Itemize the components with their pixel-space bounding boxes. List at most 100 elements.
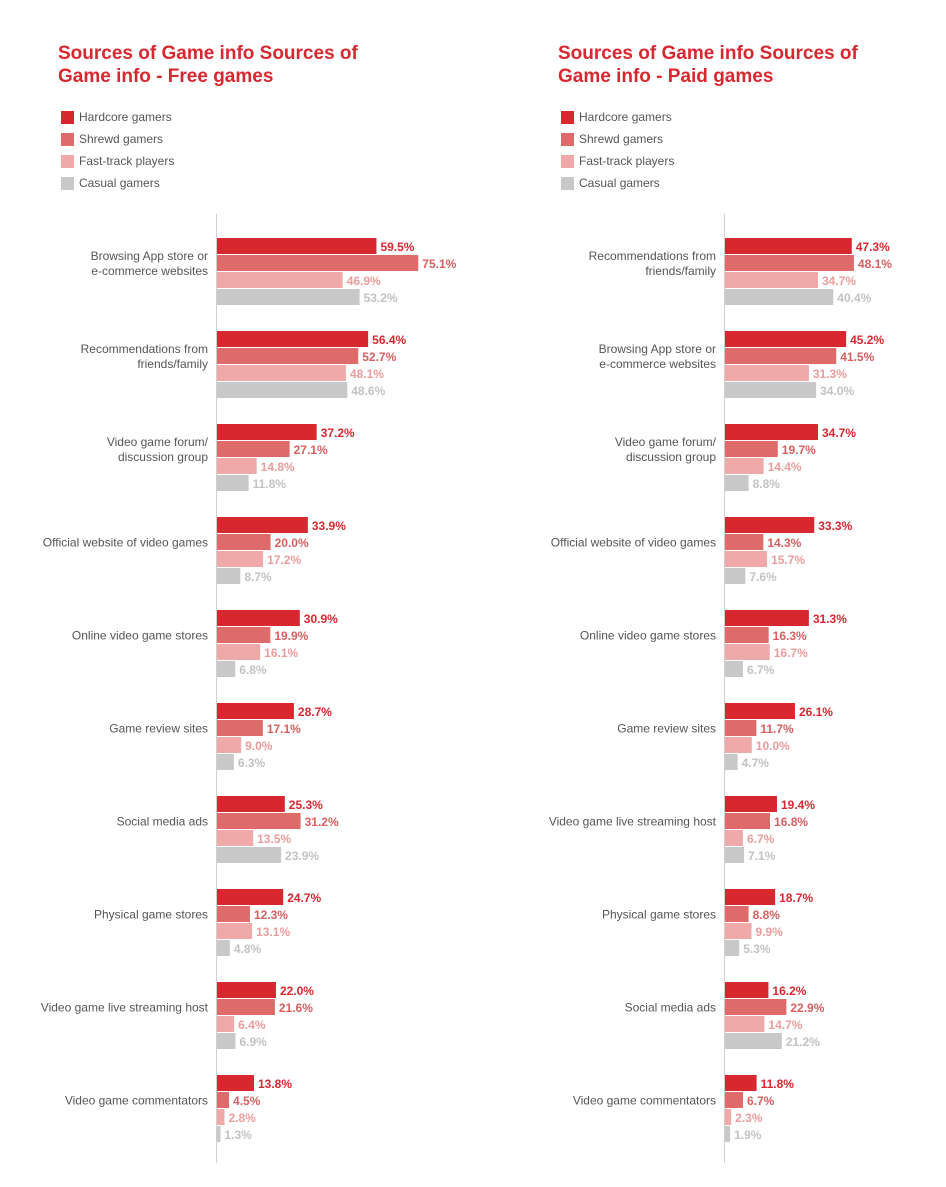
legend-label: Fast-track players	[579, 154, 675, 168]
bar	[217, 796, 285, 812]
data-label: 2.3%	[735, 1111, 763, 1125]
legend-item-hardcore-gamers: Hardcore gamers	[61, 106, 174, 128]
legend-item-fast-track-players: Fast-track players	[61, 150, 174, 172]
bar	[725, 813, 771, 829]
category-label: Social media ads	[625, 1001, 716, 1015]
chart-legend: Hardcore gamers Shrewd gamers Fast-track…	[561, 106, 674, 194]
bar	[725, 644, 770, 660]
chart-title-line-1: Sources of Game info Sources of	[58, 43, 358, 64]
bar	[217, 923, 253, 939]
bar	[725, 441, 778, 457]
bar	[725, 238, 852, 254]
data-label: 48.1%	[858, 257, 892, 271]
category-label: Physical game stores	[94, 908, 208, 922]
bar	[217, 382, 348, 398]
data-label: 41.5%	[840, 350, 874, 364]
data-label: 10.0%	[756, 739, 790, 753]
bar	[217, 534, 271, 550]
bar	[725, 703, 795, 719]
chart-legend: Hardcore gamers Shrewd gamers Fast-track…	[61, 106, 174, 194]
bar	[725, 796, 777, 812]
bar	[725, 365, 809, 381]
bar	[725, 847, 745, 863]
legend-swatch	[561, 176, 574, 190]
category-label: Recommendations from	[589, 249, 716, 263]
data-label: 48.6%	[351, 384, 385, 398]
data-label: 16.3%	[773, 629, 807, 643]
bar	[725, 1016, 765, 1032]
bar	[217, 458, 257, 474]
chart-title: Sources of Game info Sources of Game inf…	[58, 42, 418, 88]
category-label: Social media ads	[117, 815, 208, 829]
data-label: 11.8%	[253, 477, 287, 491]
data-label: 59.5%	[380, 240, 414, 254]
category-label: friends/family	[137, 357, 208, 371]
data-label: 7.1%	[748, 849, 776, 863]
data-label: 7.6%	[749, 570, 777, 584]
category-label: Browsing App store or	[599, 342, 716, 356]
data-label: 13.8%	[258, 1077, 292, 1091]
category-label: Game review sites	[109, 722, 208, 736]
bar	[725, 551, 768, 567]
legend-item-casual-gamers: Casual gamers	[561, 172, 674, 194]
data-label: 52.7%	[362, 350, 396, 364]
bar	[217, 255, 419, 271]
bar	[217, 940, 230, 956]
bar	[217, 289, 360, 305]
data-label: 27.1%	[294, 443, 328, 457]
data-label: 33.9%	[312, 519, 346, 533]
bar	[217, 1092, 230, 1108]
data-label: 17.1%	[267, 722, 301, 736]
bar	[725, 331, 847, 347]
bar	[725, 610, 809, 626]
bar	[217, 238, 377, 254]
category-label: Physical game stores	[602, 908, 716, 922]
category-label: e-commerce websites	[91, 264, 208, 278]
legend-swatch	[561, 132, 574, 146]
bar	[217, 331, 369, 347]
category-label: Online video game stores	[72, 629, 208, 643]
data-label: 19.9%	[274, 629, 308, 643]
bar	[725, 906, 749, 922]
data-label: 14.3%	[767, 536, 801, 550]
data-label: 31.3%	[813, 612, 847, 626]
category-label: Recommendations from	[81, 342, 208, 356]
bar	[725, 889, 776, 905]
data-label: 16.8%	[774, 815, 808, 829]
data-label: 21.2%	[786, 1035, 820, 1049]
data-label: 1.3%	[224, 1128, 252, 1142]
bar	[725, 1126, 731, 1142]
data-label: 4.7%	[742, 756, 770, 770]
data-label: 6.9%	[239, 1035, 267, 1049]
bar	[725, 627, 769, 643]
data-label: 20.0%	[275, 536, 309, 550]
legend-label: Hardcore gamers	[579, 110, 672, 124]
legend-label: Shrewd gamers	[579, 132, 664, 146]
category-label: discussion group	[626, 450, 716, 464]
bar	[217, 610, 300, 626]
bar	[725, 534, 764, 550]
bar	[725, 1092, 743, 1108]
data-label: 11.8%	[761, 1077, 795, 1091]
category-label: Online video game stores	[580, 629, 716, 643]
bar	[217, 999, 275, 1015]
bar	[217, 1109, 225, 1125]
data-label: 24.7%	[287, 891, 321, 905]
data-label: 22.9%	[790, 1001, 824, 1015]
data-label: 47.3%	[856, 240, 890, 254]
data-label: 56.4%	[372, 333, 406, 347]
category-label: Game review sites	[617, 722, 716, 736]
data-label: 13.1%	[256, 925, 290, 939]
data-label: 13.5%	[257, 832, 291, 846]
bar	[217, 568, 241, 584]
category-label: Video game live streaming host	[549, 815, 717, 829]
bar-chart-free-games: Browsing App store ore-commerce websites…	[41, 214, 457, 1163]
data-label: 12.3%	[254, 908, 288, 922]
data-label: 5.3%	[743, 942, 771, 956]
bar	[217, 720, 263, 736]
chart-title-line-2: Game info - Paid games	[558, 66, 774, 87]
data-label: 2.8%	[229, 1111, 257, 1125]
bar	[725, 424, 818, 440]
data-label: 19.7%	[782, 443, 816, 457]
bar	[217, 737, 242, 753]
